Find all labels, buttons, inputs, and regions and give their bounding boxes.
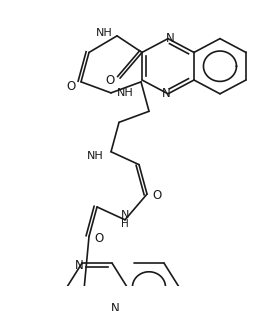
- Text: NH: NH: [96, 28, 112, 38]
- Text: NH: NH: [117, 88, 133, 98]
- Text: O: O: [152, 189, 162, 202]
- Text: H: H: [121, 220, 129, 230]
- Text: NH: NH: [87, 151, 103, 161]
- Text: N: N: [75, 259, 83, 272]
- Text: N: N: [166, 32, 174, 45]
- Text: O: O: [105, 73, 115, 86]
- Text: N: N: [121, 210, 129, 220]
- Text: N: N: [162, 87, 170, 100]
- Text: O: O: [94, 232, 104, 245]
- Text: N: N: [111, 302, 119, 311]
- Text: O: O: [66, 80, 76, 93]
